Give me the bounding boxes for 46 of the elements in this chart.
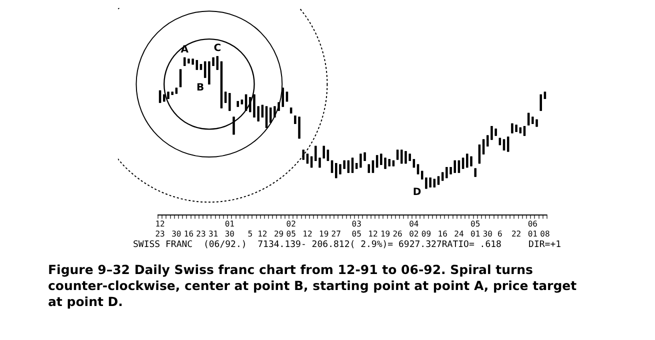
annotation: D xyxy=(412,186,422,198)
x-tick-label: 12 xyxy=(368,229,378,238)
candlestick xyxy=(192,58,194,65)
x-tick-label: 03 05 xyxy=(352,220,362,238)
candlestick xyxy=(232,116,235,135)
annotation: B xyxy=(196,82,204,94)
candlestick xyxy=(384,158,386,169)
x-tick-label: 16 xyxy=(184,229,194,238)
x-tick-label: 05 01 xyxy=(470,220,480,238)
x-tick-label: 6 xyxy=(497,229,502,238)
candlestick xyxy=(470,156,472,166)
caption: Figure 9–32 Daily Swiss franc chart from 12-91 to 06-92. Spiral turns counter-clockwise, center at point B, starting point at point A, price target at point D. xyxy=(48,262,578,310)
candlestick xyxy=(425,178,428,189)
candlestick xyxy=(536,119,538,127)
candlestick xyxy=(167,92,170,99)
x-tick-label: 24 xyxy=(454,229,464,238)
x-tick-label: 08 xyxy=(540,229,550,238)
x-tick-label: 09 xyxy=(421,229,432,238)
candlestick xyxy=(494,128,497,136)
x-tick-label: 19 xyxy=(380,229,390,238)
x-tick-label: 01 30 xyxy=(224,220,235,238)
x-tick-label: 22 xyxy=(511,229,522,238)
candlestick xyxy=(404,151,407,164)
x-tick-label: 19 xyxy=(319,229,329,238)
annotation: C xyxy=(214,42,222,54)
x-tick-label: 12 23 xyxy=(155,220,166,238)
x-tick-label: 30 xyxy=(482,229,493,238)
candlestick xyxy=(339,164,342,174)
x-tick-label: 26 xyxy=(392,229,403,238)
candlestick xyxy=(515,124,518,132)
candlestick xyxy=(188,58,190,64)
x-tick-label: 30 xyxy=(172,229,182,238)
x-tick-label: 16 xyxy=(438,229,448,238)
x-tick-label: 29 xyxy=(274,229,284,238)
x-tick-label: 12 xyxy=(258,229,268,238)
x-tick-label: 06 01 xyxy=(528,220,538,238)
x-tick-label: 31 xyxy=(208,229,218,238)
candlestick xyxy=(298,116,300,139)
x-tick-label: 12 xyxy=(302,229,312,238)
x-tick-label: 27 xyxy=(331,229,342,238)
candlestick xyxy=(253,94,256,118)
x-tick-label: 04 02 xyxy=(409,220,419,238)
text: SWISS FRANC (06/92.) 7134.139- 206.812( 2.9%)= 6927.327RATIO= .618 DIR=+1 xyxy=(133,240,562,250)
x-tick-label: 02 05 xyxy=(286,220,296,238)
x-tick-label: 23 xyxy=(196,229,206,238)
x-tick-label: 5 xyxy=(248,229,253,238)
